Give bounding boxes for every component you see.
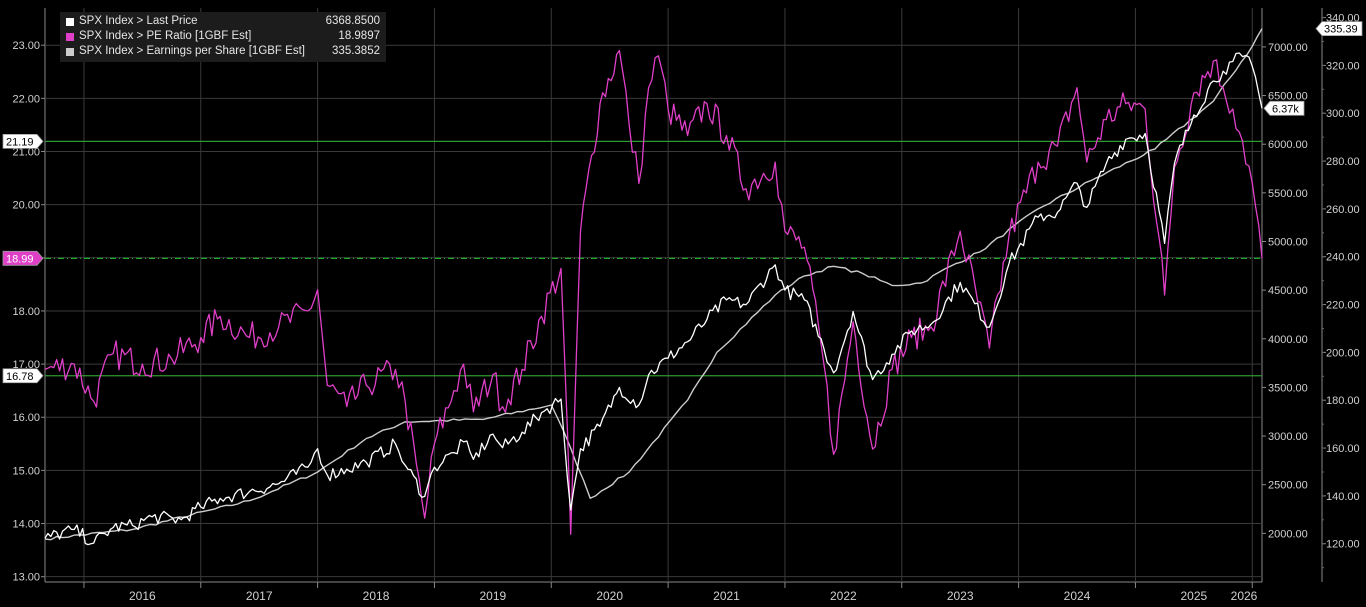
- y-price-tick-label: 4500.00: [1268, 285, 1308, 297]
- marker-right-price-text: 6.37k: [1272, 103, 1299, 115]
- y-eps-tick-label: 260.00: [1326, 204, 1360, 216]
- marker-left-bottom-text: 16.78: [6, 371, 34, 383]
- y-left-tick-label: 18.00: [12, 306, 40, 318]
- y-price-tick-label: 2000.00: [1268, 528, 1308, 540]
- marker-left-bottom: [2, 368, 44, 384]
- marker-right-eps: [1315, 21, 1363, 36]
- legend-item-pe-ratio: SPX Index > PE Ratio [1GBF Est] 18.9897: [66, 29, 380, 44]
- legend: SPX Index > Last Price 6368.8500 SPX Ind…: [60, 12, 386, 62]
- y-eps-tick-label: 140.00: [1326, 491, 1360, 503]
- marker-left-top: [2, 134, 44, 149]
- legend-value: 6368.8500: [325, 15, 380, 27]
- marker-left-current-text: 18.99: [6, 253, 34, 265]
- legend-label: SPX Index > Last Price: [79, 15, 198, 27]
- x-tick-label: 2020: [596, 589, 623, 603]
- y-eps-tick-label: 120.00: [1326, 539, 1360, 551]
- y-price-tick-label: 5500.00: [1268, 188, 1308, 200]
- legend-swatch-grey: [66, 47, 74, 56]
- legend-item-last-price: SPX Index > Last Price 6368.8500: [66, 14, 380, 29]
- y-price-tick-label: 7000.00: [1268, 42, 1308, 54]
- y-price-tick-label: 6500.00: [1268, 91, 1308, 103]
- x-tick-label: 2019: [480, 589, 507, 603]
- y-eps-tick-label: 160.00: [1326, 443, 1360, 455]
- y-eps-tick-label: 200.00: [1326, 347, 1360, 359]
- y-left-tick-label: 16.00: [12, 412, 40, 424]
- y-left-tick-label: 22.00: [12, 93, 40, 105]
- y-left-tick-label: 17.00: [12, 359, 40, 371]
- x-tick-label: 2018: [363, 589, 390, 603]
- legend-swatch-magenta: [66, 32, 74, 41]
- y-price-tick-label: 3500.00: [1268, 382, 1308, 394]
- legend-value: 335.3852: [332, 45, 380, 57]
- y-eps-tick-label: 300.00: [1326, 108, 1360, 120]
- x-tick-label: 2025: [1180, 589, 1207, 603]
- x-tick-label: 2026: [1231, 589, 1258, 603]
- eps-line: [44, 28, 1263, 541]
- y-eps-tick-label: 180.00: [1326, 395, 1360, 407]
- y-price-tick-label: 6000.00: [1268, 139, 1308, 151]
- y-price-tick-label: 3000.00: [1268, 431, 1308, 443]
- legend-label: SPX Index > Earnings per Share [1GBF Est…: [79, 45, 305, 57]
- y-left-tick-label: 15.00: [12, 465, 40, 477]
- y-eps-tick-label: 280.00: [1326, 156, 1360, 168]
- y-price-tick-label: 5000.00: [1268, 236, 1308, 248]
- y-left-tick-label: 13.00: [12, 572, 40, 584]
- y-price-tick-label: 2500.00: [1268, 480, 1308, 492]
- legend-label: SPX Index > PE Ratio [1GBF Est]: [79, 30, 252, 42]
- y-left-tick-label: 14.00: [12, 519, 40, 531]
- x-tick-label: 2017: [246, 589, 273, 603]
- legend-value: 18.9897: [338, 30, 380, 42]
- marker-left-top-text: 21.19: [6, 136, 34, 148]
- marker-right-price: [1263, 100, 1305, 116]
- y-left-tick-label: 23.00: [12, 40, 40, 52]
- marker-right-eps-text: 335.39: [1324, 24, 1358, 36]
- legend-item-eps: SPX Index > Earnings per Share [1GBF Est…: [66, 44, 380, 59]
- y-eps-tick-label: 320.00: [1326, 60, 1360, 72]
- y-eps-tick-label: 220.00: [1326, 300, 1360, 312]
- pe-ratio-line: [44, 49, 1263, 535]
- legend-swatch-white: [66, 17, 74, 26]
- last-price-line: [44, 52, 1263, 546]
- x-tick-label: 2016: [129, 589, 156, 603]
- x-tick-label: 2024: [1064, 589, 1091, 603]
- x-tick-label: 2023: [947, 589, 974, 603]
- y-left-tick-label: 21.00: [12, 147, 40, 159]
- x-tick-label: 2022: [830, 589, 857, 603]
- x-tick-label: 2021: [713, 589, 740, 603]
- y-eps-tick-label: 240.00: [1326, 252, 1360, 264]
- y-price-tick-label: 4000.00: [1268, 334, 1308, 346]
- y-left-tick-label: 20.00: [12, 200, 40, 212]
- marker-left-current: [2, 250, 44, 266]
